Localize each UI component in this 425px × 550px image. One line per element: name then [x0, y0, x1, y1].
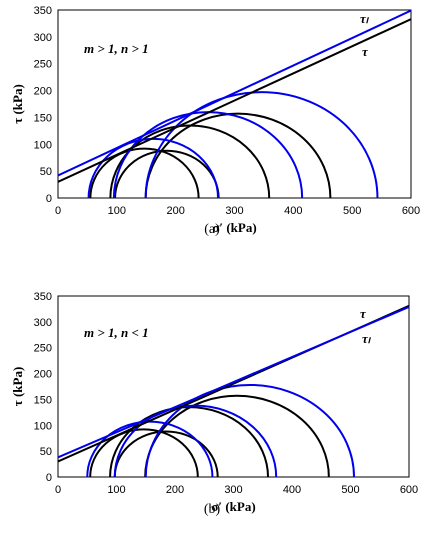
- series-label-a-0: τₗ: [360, 11, 370, 26]
- y-axis-label-a: τ (kPa): [10, 84, 25, 124]
- x-tick-label: 100: [107, 484, 125, 496]
- x-tick-label: 300: [224, 484, 242, 496]
- envelope-line-a-0: [58, 10, 411, 177]
- x-tick-labels-a: 0 100 200 300 400 500 600: [55, 205, 420, 217]
- envelope-line-a-1: [58, 18, 411, 183]
- x-tick-label: 100: [108, 205, 126, 217]
- mohr-circle-a-5: [112, 111, 304, 198]
- mohr-circle-b-5: [113, 404, 278, 477]
- failure-envelopes-b: [58, 304, 409, 463]
- y-tick-label: 100: [34, 420, 52, 432]
- x-tick-label: 400: [284, 205, 302, 217]
- y-tick-label: 350: [34, 291, 52, 303]
- parameter-annotation-b: m > 1, n < 1: [84, 325, 149, 340]
- mohr-circle-b-0: [89, 428, 199, 477]
- mohr-circle-a-3: [144, 112, 332, 198]
- y-tick-labels-a: 0 50 100 150 200 250 300 350: [34, 5, 52, 205]
- mohr-circle-a-1: [114, 149, 220, 198]
- x-tick-label: 0: [55, 205, 61, 217]
- y-axis-label-b: τ (kPa): [10, 367, 25, 407]
- y-tick-label: 100: [34, 139, 52, 151]
- parameter-annotation-a: m > 1, n > 1: [84, 41, 149, 56]
- y-tick-label: 300: [34, 32, 52, 44]
- y-tick-label: 250: [34, 343, 52, 355]
- chart-panel-a: 0 100 200 300 400 500 600 0 50 100 150 200 250 300 35…: [10, 5, 420, 237]
- y-tick-label: 350: [34, 5, 52, 17]
- plot-area-frame-a: [57, 9, 412, 199]
- y-tick-label: 150: [34, 112, 52, 124]
- x-tick-label: 300: [225, 205, 243, 217]
- y-tick-label: 150: [34, 394, 52, 406]
- mohr-circle-b-6: [144, 384, 356, 477]
- y-tick-label: 250: [34, 59, 52, 71]
- panel-caption-a: (a): [204, 222, 220, 237]
- mohr-circle-b-1: [113, 430, 219, 477]
- x-axis-label-b: σ′ (kPa): [211, 499, 255, 514]
- x-tick-label: 500: [343, 205, 361, 217]
- x-tick-label: 200: [166, 205, 184, 217]
- x-tick-labels-b: 0 100 200 300 400 500 600: [55, 484, 418, 496]
- series-label-b-1: τₗ: [362, 331, 372, 346]
- y-tick-label: 0: [46, 193, 52, 205]
- mohr-circles-a: [87, 91, 379, 198]
- envelope-line-b-1: [58, 305, 409, 459]
- panel-caption-b: (b): [204, 502, 221, 517]
- x-axis-label-a: σ′ (kPa): [212, 220, 256, 235]
- y-tick-label: 50: [40, 166, 52, 178]
- plot-area-frame-b: [57, 295, 410, 478]
- x-tick-label: 600: [400, 484, 418, 496]
- y-tick-label: 200: [34, 86, 52, 98]
- series-label-b-0: τ: [360, 306, 367, 321]
- y-tick-label: 0: [46, 472, 52, 484]
- x-tick-label: 600: [402, 205, 420, 217]
- failure-envelopes-a: [58, 10, 411, 183]
- y-tick-label: 50: [40, 446, 52, 458]
- series-label-a-1: τ: [362, 44, 369, 59]
- x-tick-label: 200: [166, 484, 184, 496]
- y-tick-labels-b: 0 50 100 150 200 250 300 350: [34, 291, 52, 484]
- y-tick-label: 200: [34, 369, 52, 381]
- x-tick-label: 0: [55, 484, 61, 496]
- x-tick-label: 500: [341, 484, 359, 496]
- y-tick-label: 300: [34, 317, 52, 329]
- chart-panel-b: 0 100 200 300 400 500 600 0 50 100 150 200 250 300 35…: [10, 291, 418, 517]
- x-tick-label: 400: [283, 484, 301, 496]
- mohr-circle-a-6: [144, 91, 379, 198]
- mohr-circle-a-0: [89, 147, 200, 198]
